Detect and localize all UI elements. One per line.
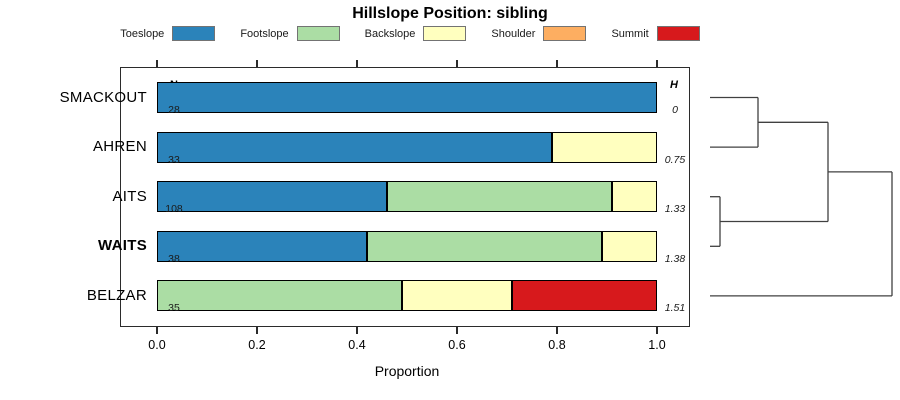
bar-segment-ahren-toeslope xyxy=(157,131,552,163)
x-axis-tick-bottom xyxy=(656,327,658,334)
legend-swatch-summit xyxy=(656,26,700,41)
bar-belzar xyxy=(157,280,657,312)
x-axis-label: Proportion xyxy=(374,363,440,379)
bar-segment-waits-backslope xyxy=(602,230,657,262)
legend-item-footslope: Footslope xyxy=(240,26,340,41)
row-label-waits: WAITS xyxy=(98,237,147,255)
x-axis-tick-top xyxy=(656,60,658,67)
h-value-belzar: 1.51 xyxy=(664,302,686,315)
x-axis-tick-label: 1.0 xyxy=(648,338,666,352)
legend-swatch-backslope xyxy=(423,26,467,41)
bar-segment-belzar-summit xyxy=(512,280,657,312)
x-axis-tick-label: 0.6 xyxy=(448,338,466,352)
x-axis-tick-top xyxy=(456,60,458,67)
legend-item-toeslope: Toeslope xyxy=(120,26,216,41)
x-axis-tick-top xyxy=(556,60,558,67)
x-axis-tick-top xyxy=(156,60,158,67)
x-axis-tick-top xyxy=(256,60,258,67)
bar-segment-smackout-toeslope xyxy=(157,82,657,113)
bar-smackout xyxy=(157,82,657,113)
bar-ahren xyxy=(157,131,657,163)
bar-segment-aits-footslope xyxy=(387,181,612,213)
h-value-smackout: 0 xyxy=(672,104,678,116)
bar-aits xyxy=(157,181,657,213)
legend-label: Summit xyxy=(611,27,649,40)
n-value-waits: 38 xyxy=(168,252,180,265)
legend: Toeslope Footslope Backslope Shoulder Summit xyxy=(117,26,703,41)
x-axis-tick-bottom xyxy=(456,327,458,334)
plot-area-box xyxy=(120,67,690,327)
x-axis-tick-top xyxy=(356,60,358,67)
x-axis-tick-bottom xyxy=(356,327,358,334)
x-axis-tick-bottom xyxy=(556,327,558,334)
n-value-ahren: 33 xyxy=(168,153,180,166)
legend-item-shoulder: Shoulder xyxy=(491,26,587,41)
bar-segment-aits-backslope xyxy=(612,181,657,213)
n-value-aits: 108 xyxy=(165,203,183,216)
bar-segment-waits-footslope xyxy=(367,230,602,262)
h-column-header: H xyxy=(670,79,678,91)
h-value-aits: 1.33 xyxy=(664,203,686,216)
legend-label: Footslope xyxy=(240,27,289,40)
bar-segment-belzar-footslope xyxy=(157,280,402,312)
row-label-aits: AITS xyxy=(112,187,147,205)
h-value-ahren: 0.75 xyxy=(664,153,686,166)
x-axis-tick-label: 0.0 xyxy=(148,338,166,352)
bar-waits xyxy=(157,230,657,262)
h-value-waits: 1.38 xyxy=(664,252,686,265)
row-label-smackout: SMACKOUT xyxy=(59,88,147,106)
legend-swatch-toeslope xyxy=(172,26,216,41)
row-label-belzar: BELZAR xyxy=(86,286,147,304)
n-value-smackout: 28 xyxy=(168,104,180,116)
chart-title: Hillslope Position: sibling xyxy=(352,5,548,22)
bar-segment-aits-toeslope xyxy=(157,181,387,213)
bar-segment-waits-toeslope xyxy=(157,230,367,262)
legend-label: Shoulder xyxy=(491,27,536,40)
legend-label: Backslope xyxy=(364,27,416,40)
n-value-belzar: 35 xyxy=(168,302,180,315)
bar-segment-belzar-backslope xyxy=(402,280,512,312)
row-label-ahren: AHREN xyxy=(92,138,147,156)
bar-segment-ahren-backslope xyxy=(552,131,657,163)
legend-label: Toeslope xyxy=(120,27,165,40)
x-axis-tick-bottom xyxy=(156,327,158,334)
x-axis-tick-label: 0.2 xyxy=(248,338,266,352)
legend-item-backslope: Backslope xyxy=(365,26,467,41)
x-axis-tick-label: 0.8 xyxy=(548,338,566,352)
x-axis-tick-label: 0.4 xyxy=(348,338,366,352)
legend-swatch-shoulder xyxy=(543,26,587,41)
x-axis-tick-bottom xyxy=(256,327,258,334)
legend-swatch-footslope xyxy=(296,26,340,41)
legend-item-summit: Summit xyxy=(611,26,700,41)
